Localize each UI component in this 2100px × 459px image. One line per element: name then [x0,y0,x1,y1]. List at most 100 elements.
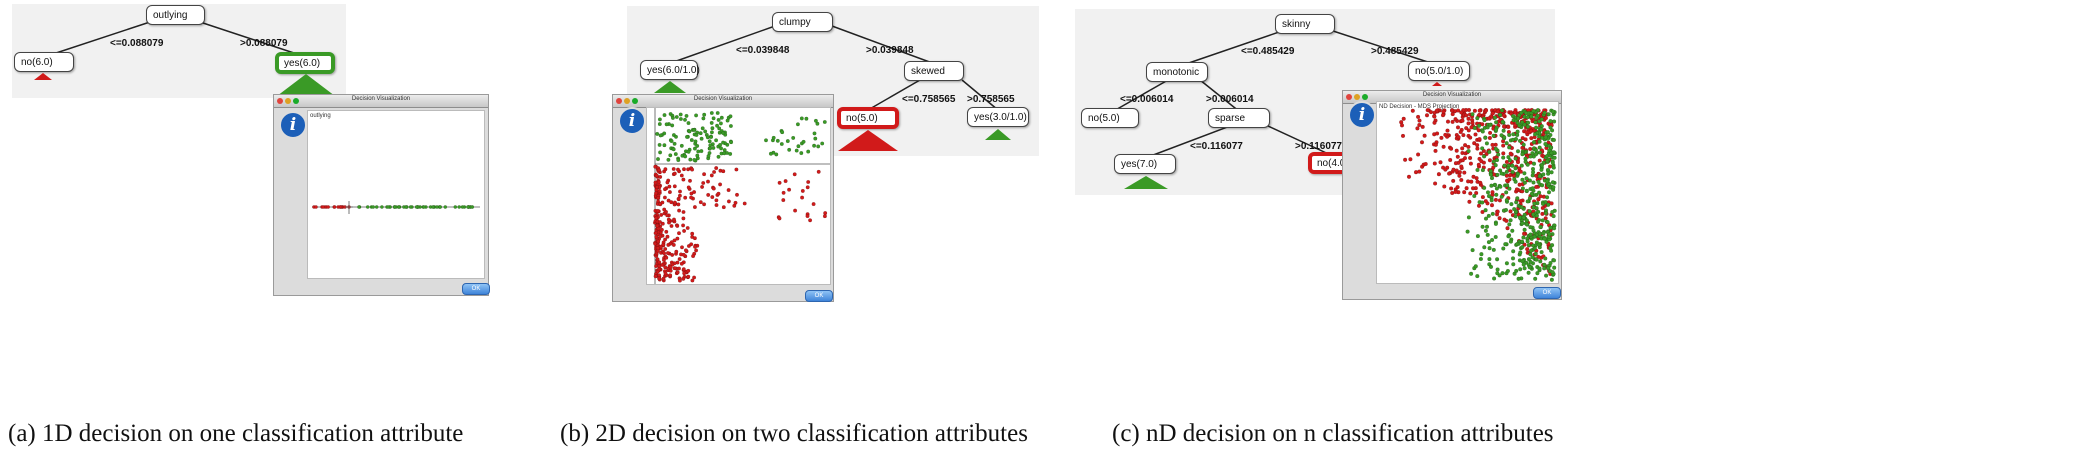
ok-button[interactable]: OK [805,290,833,302]
no-point [1538,194,1543,199]
no-point [1462,190,1467,195]
no-point [655,257,660,262]
ok-button[interactable]: OK [462,283,490,295]
tree-node-skewed[interactable]: skewed [904,61,964,81]
no-point [698,200,703,205]
edge-label-mid-right: >0.006014 [1206,94,1254,105]
yes-point [1525,162,1530,167]
yes-point [1527,209,1532,214]
yes-point [688,157,693,162]
yes-point [1499,133,1504,138]
no-point [1434,131,1440,136]
no-point [1497,198,1502,203]
yes-point [1506,154,1511,160]
no-point [1525,247,1530,252]
tree-leaf-yes[interactable]: yes(3.0/1.0) [967,107,1029,127]
no-point [1453,117,1458,122]
yes-point [1472,125,1477,131]
no-point [711,186,716,191]
tree-leaf-right[interactable]: no(5.0/1.0) [1408,61,1470,81]
no-point [681,223,686,228]
zoom-icon[interactable] [632,98,638,104]
yes-point [674,134,679,139]
no-point [1445,128,1450,133]
no-point [1408,157,1413,162]
tree-node-root[interactable]: outlying [146,5,205,25]
yes-point [662,113,667,118]
window-titlebar[interactable]: Decision Visualization [274,95,488,108]
minimize-icon[interactable] [285,98,291,104]
no-point [669,200,674,205]
tree-leaf-no-highlighted[interactable]: no(5.0) [837,107,899,129]
edge-label-mid-right: >0.758565 [967,94,1015,105]
zoom-icon[interactable] [293,98,299,104]
yes-point [1487,246,1492,251]
tree-node-sparse[interactable]: sparse [1208,108,1270,128]
yes-point [1484,141,1489,146]
yes-point [1528,232,1533,237]
tree-node-root[interactable]: skinny [1275,14,1335,34]
yes-point [1507,186,1512,191]
yes-point [1493,163,1498,168]
yes-point [1507,222,1512,227]
yes-point [678,112,683,117]
no-point [1514,187,1519,192]
yes-point [1531,228,1536,233]
no-point [700,184,705,189]
close-icon[interactable] [616,98,622,104]
edge-label-mid-left: <=0.758565 [902,94,956,105]
yes-point [1550,160,1555,165]
yes-point [1472,193,1477,199]
yes-point [1546,171,1551,176]
tree-leaf-yes[interactable]: yes(7.0) [1114,154,1176,174]
no-point [787,187,792,192]
close-icon[interactable] [1346,94,1352,100]
no-point [1480,194,1485,200]
tree-leaf-mid-left[interactable]: no(5.0) [1081,108,1139,128]
no-point [1475,142,1480,148]
yes-point [1530,166,1536,172]
decision-visualization-window: Decision Visualization i ND Decision - M… [1342,90,1562,300]
yes-point [1508,239,1513,244]
no-point [669,223,674,228]
no-point [1466,144,1471,149]
tree-leaf-left[interactable]: no(6.0) [14,52,74,72]
no-point [1487,158,1492,163]
yes-point [768,151,773,156]
no-point [658,202,663,207]
tree-node-root[interactable]: clumpy [772,12,833,32]
yes-point [1498,112,1503,118]
tree-node-monotonic[interactable]: monotonic [1146,62,1208,82]
yes-point [1475,116,1480,121]
yes-point [785,139,790,144]
no-point [1476,162,1481,167]
yes-point [1489,175,1495,181]
no-point [792,172,797,177]
yes-point [692,146,697,151]
no-point [1490,111,1495,116]
tree-leaf-right-highlighted[interactable]: yes(6.0) [275,52,335,74]
ok-button[interactable]: OK [1533,287,1561,299]
no-point [658,244,663,249]
zoom-icon[interactable] [1362,94,1368,100]
tree-leaf-left[interactable]: yes(6.0/1.0) [640,60,700,80]
yes-point [721,140,726,145]
yes-point [357,205,361,209]
no-point [1523,137,1528,142]
no-point [1406,174,1412,179]
yes-point [771,135,776,140]
no-point [672,184,677,189]
yes-point [699,136,704,141]
yes-point [1545,158,1550,164]
yes-point [822,119,827,124]
minimize-icon[interactable] [624,98,630,104]
yes-point [1524,188,1529,193]
close-icon[interactable] [277,98,283,104]
yes-point [1502,163,1507,168]
yes-point [1519,239,1525,244]
no-point [659,227,664,232]
minimize-icon[interactable] [1354,94,1360,100]
no-point [1443,132,1448,138]
yes-point [657,117,662,122]
no-point [1410,108,1415,113]
